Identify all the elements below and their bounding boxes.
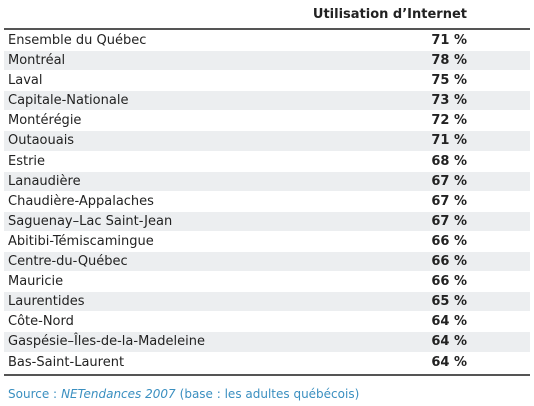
usage-rate: 75 %: [431, 73, 467, 89]
usage-rate: 67 %: [431, 193, 467, 209]
rule: [4, 28, 530, 30]
region-name: Ensemble du Québec: [8, 33, 147, 48]
table-row: Centre-du-Québec 66 %: [4, 252, 530, 273]
table-row: Mauricie 66 %: [4, 272, 530, 293]
table-row: Abitibi-Témiscamingue 66 %: [4, 232, 530, 253]
table-row: Montérégie 72 %: [4, 111, 530, 132]
table-row: Outaouais 71 %: [4, 131, 530, 152]
column-header: Utilisation d’Internet: [312, 7, 467, 22]
region-name: Centre-du-Québec: [8, 254, 128, 270]
table-body: Ensemble du Québec 71 % Montréal 78 % Laval 7…: [4, 31, 530, 373]
source-title: NETendances 2007: [61, 387, 176, 401]
region-name: Abitibi-Témiscamingue: [8, 233, 154, 249]
usage-rate: 73 %: [431, 93, 467, 109]
usage-rate: 64 %: [431, 354, 467, 370]
table-row: Saguenay–Lac Saint-Jean 67 %: [4, 211, 530, 232]
region-name: Montérégie: [8, 113, 82, 129]
usage-rate: 66 %: [431, 274, 467, 290]
table-row: Capitale-Nationale 73 %: [4, 91, 530, 112]
table-row: Ensemble du Québec 71 %: [4, 31, 530, 52]
region-name: Capitale-Nationale: [8, 93, 129, 109]
usage-rate: 78 %: [431, 53, 467, 69]
table-row: Laval 75 %: [4, 71, 530, 92]
usage-rate: 68 %: [431, 153, 467, 169]
region-name: Bas-Saint-Laurent: [8, 354, 125, 370]
table-row: Lanaudière 67 %: [4, 171, 530, 192]
region-name: Lanaudière: [8, 173, 81, 189]
usage-rate: 66 %: [431, 233, 467, 249]
usage-rate: 71 %: [431, 133, 467, 149]
region-name: Chaudière-Appalaches: [8, 193, 154, 209]
source-note: Source : NETendances 2007 (base : les adul…: [8, 385, 363, 403]
table-row: Côte-Nord 64 %: [4, 312, 530, 333]
table-row: Bas-Saint-Laurent 64 %: [4, 353, 530, 373]
region-name: Montréal: [8, 53, 66, 69]
usage-rate: 66 %: [431, 254, 467, 270]
table-row: Montréal 78 %: [4, 51, 530, 72]
region-name: Gaspésie–Îles-de-la-Madeleine: [8, 334, 205, 350]
usage-rate: 67 %: [431, 213, 467, 229]
table-row: Chaudière-Appalaches 67 %: [4, 192, 530, 212]
table-row: Laurentides 65 %: [4, 292, 530, 313]
region-name: Saguenay–Lac Saint-Jean: [8, 213, 173, 229]
usage-rate: 65 %: [431, 294, 467, 310]
table-row: Gaspésie–Îles-de-la-Madeleine 64 %: [4, 332, 530, 353]
usage-rate: 64 %: [431, 314, 467, 330]
rule: [4, 374, 530, 376]
region-name: Outaouais: [8, 133, 75, 149]
region-name: Côte-Nord: [8, 314, 74, 330]
region-name: Estrie: [8, 153, 46, 169]
usage-rate: 71 %: [431, 33, 467, 48]
source-note-text: (base : les adultes québécois): [179, 387, 360, 401]
region-name: Laurentides: [8, 294, 85, 310]
usage-rate: 67 %: [431, 173, 467, 189]
source-prefix: Source :: [8, 387, 58, 401]
region-name: Mauricie: [8, 274, 64, 290]
usage-rate: 72 %: [431, 113, 467, 129]
table-row: Estrie 68 %: [4, 152, 530, 172]
usage-rate: 64 %: [431, 334, 467, 350]
region-name: Laval: [8, 73, 43, 89]
